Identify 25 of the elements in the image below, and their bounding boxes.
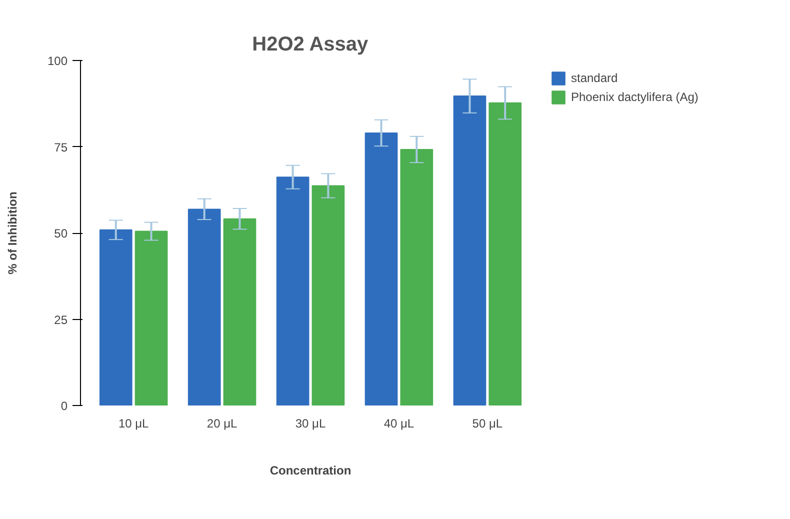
bar — [488, 102, 522, 406]
bar — [188, 208, 221, 406]
bar — [400, 149, 434, 406]
chart-title: H2O2 Assay — [252, 34, 370, 56]
legend-label: Phoenix dactylifera (Ag) — [571, 90, 698, 104]
y-axis-title: % of Inhibition — [5, 192, 20, 274]
x-tick-label: 50 μL — [472, 416, 503, 430]
x-tick-label: 40 μL — [384, 416, 414, 430]
x-tick-label: 30 μL — [295, 416, 326, 430]
bar — [99, 229, 132, 406]
bar — [364, 132, 398, 406]
x-tick-label: 20 μL — [206, 416, 238, 430]
y-tick-label: 25 — [54, 312, 68, 327]
y-tick-label: 100 — [47, 54, 68, 68]
y-tick-label: 50 — [54, 226, 68, 240]
bar — [223, 218, 256, 406]
legend-label: standard — [571, 71, 618, 85]
x-axis-title: Concentration — [270, 464, 352, 478]
y-tick-label: 75 — [54, 140, 68, 154]
y-tick-label: 0 — [60, 399, 68, 413]
bar — [312, 185, 345, 406]
x-tick-label: 10 μL — [118, 416, 150, 430]
bar — [453, 96, 486, 406]
bar — [134, 230, 168, 406]
bar — [276, 176, 310, 406]
